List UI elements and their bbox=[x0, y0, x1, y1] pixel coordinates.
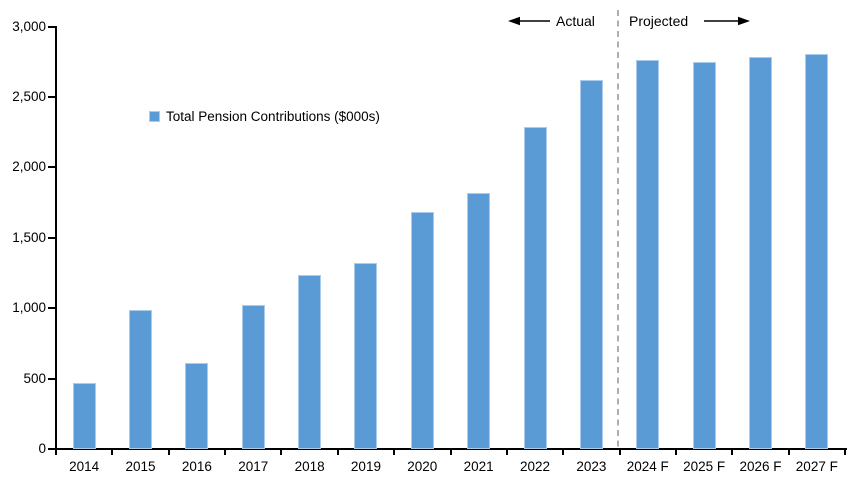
x-label-2020: 2020 bbox=[407, 459, 438, 474]
x-tick bbox=[111, 449, 114, 455]
x-tick bbox=[224, 449, 227, 455]
x-tick bbox=[562, 449, 565, 455]
y-tick-1,500 bbox=[48, 236, 55, 239]
legend-label: Total Pension Contributions ($000s) bbox=[166, 109, 380, 124]
y-tick-2,500 bbox=[48, 95, 55, 98]
x-label-2019: 2019 bbox=[350, 459, 381, 474]
projected-right-arrow-icon bbox=[704, 16, 750, 26]
x-tick bbox=[280, 449, 283, 455]
x-label-2022: 2022 bbox=[520, 459, 551, 474]
x-tick bbox=[449, 449, 452, 455]
x-tick bbox=[55, 449, 57, 455]
y-tick-label: 3,000 bbox=[12, 18, 46, 34]
y-tick-label: 2,000 bbox=[12, 159, 46, 175]
x-label-2018: 2018 bbox=[294, 459, 325, 474]
actual-label: Actual bbox=[556, 13, 595, 29]
y-tick-2,000 bbox=[48, 166, 55, 169]
x-tick bbox=[393, 449, 396, 455]
y-tick-label: 500 bbox=[23, 370, 46, 386]
bar-2020 bbox=[410, 211, 434, 449]
legend-swatch-icon bbox=[149, 111, 160, 122]
y-tick-label: 0 bbox=[38, 441, 46, 456]
y-tick-1,000 bbox=[48, 307, 55, 310]
x-label-2014: 2014 bbox=[69, 459, 100, 474]
actual-left-arrow-icon bbox=[508, 16, 550, 26]
bar-2015 bbox=[129, 309, 153, 449]
bar-2016 bbox=[185, 363, 209, 449]
bar-2024-F bbox=[636, 60, 660, 449]
x-tick bbox=[336, 449, 339, 455]
x-label-2027-F: 2027 F bbox=[795, 459, 838, 474]
x-label-2017: 2017 bbox=[238, 459, 269, 474]
x-label-2016: 2016 bbox=[181, 459, 212, 474]
y-tick-3,000 bbox=[48, 25, 55, 28]
bar-2022 bbox=[523, 127, 547, 449]
bar-2018 bbox=[298, 275, 322, 449]
bar-2021 bbox=[467, 192, 491, 449]
x-tick bbox=[787, 449, 790, 455]
projected-label: Projected bbox=[629, 13, 689, 29]
x-tick bbox=[731, 449, 734, 455]
bar-2017 bbox=[241, 305, 265, 449]
x-label-2024-F: 2024 F bbox=[626, 459, 669, 474]
y-tick-label: 2,500 bbox=[12, 88, 46, 104]
x-tick bbox=[618, 449, 621, 455]
legend: Total Pension Contributions ($000s) bbox=[149, 109, 380, 124]
bar-2025-F bbox=[692, 61, 716, 449]
y-tick-500 bbox=[48, 377, 55, 380]
x-tick bbox=[844, 449, 846, 455]
x-tick bbox=[674, 449, 677, 455]
bar-2014 bbox=[72, 382, 96, 449]
x-tick bbox=[167, 449, 170, 455]
x-label-2025-F: 2025 F bbox=[683, 459, 726, 474]
x-label-2015: 2015 bbox=[125, 459, 156, 474]
bar-2027-F bbox=[805, 53, 829, 449]
x-label-2023: 2023 bbox=[576, 459, 607, 474]
y-tick-label: 1,500 bbox=[12, 229, 46, 245]
y-axis-line bbox=[55, 26, 57, 450]
x-tick bbox=[505, 449, 508, 455]
bar-2023 bbox=[579, 80, 603, 449]
y-tick-label: 1,000 bbox=[12, 300, 46, 316]
x-label-2026-F: 2026 F bbox=[739, 459, 782, 474]
x-label-2021: 2021 bbox=[463, 459, 494, 474]
bar-2019 bbox=[354, 263, 378, 449]
bar-2026-F bbox=[748, 56, 772, 449]
y-tick-0 bbox=[48, 448, 55, 450]
actual-projected-divider bbox=[617, 10, 619, 450]
